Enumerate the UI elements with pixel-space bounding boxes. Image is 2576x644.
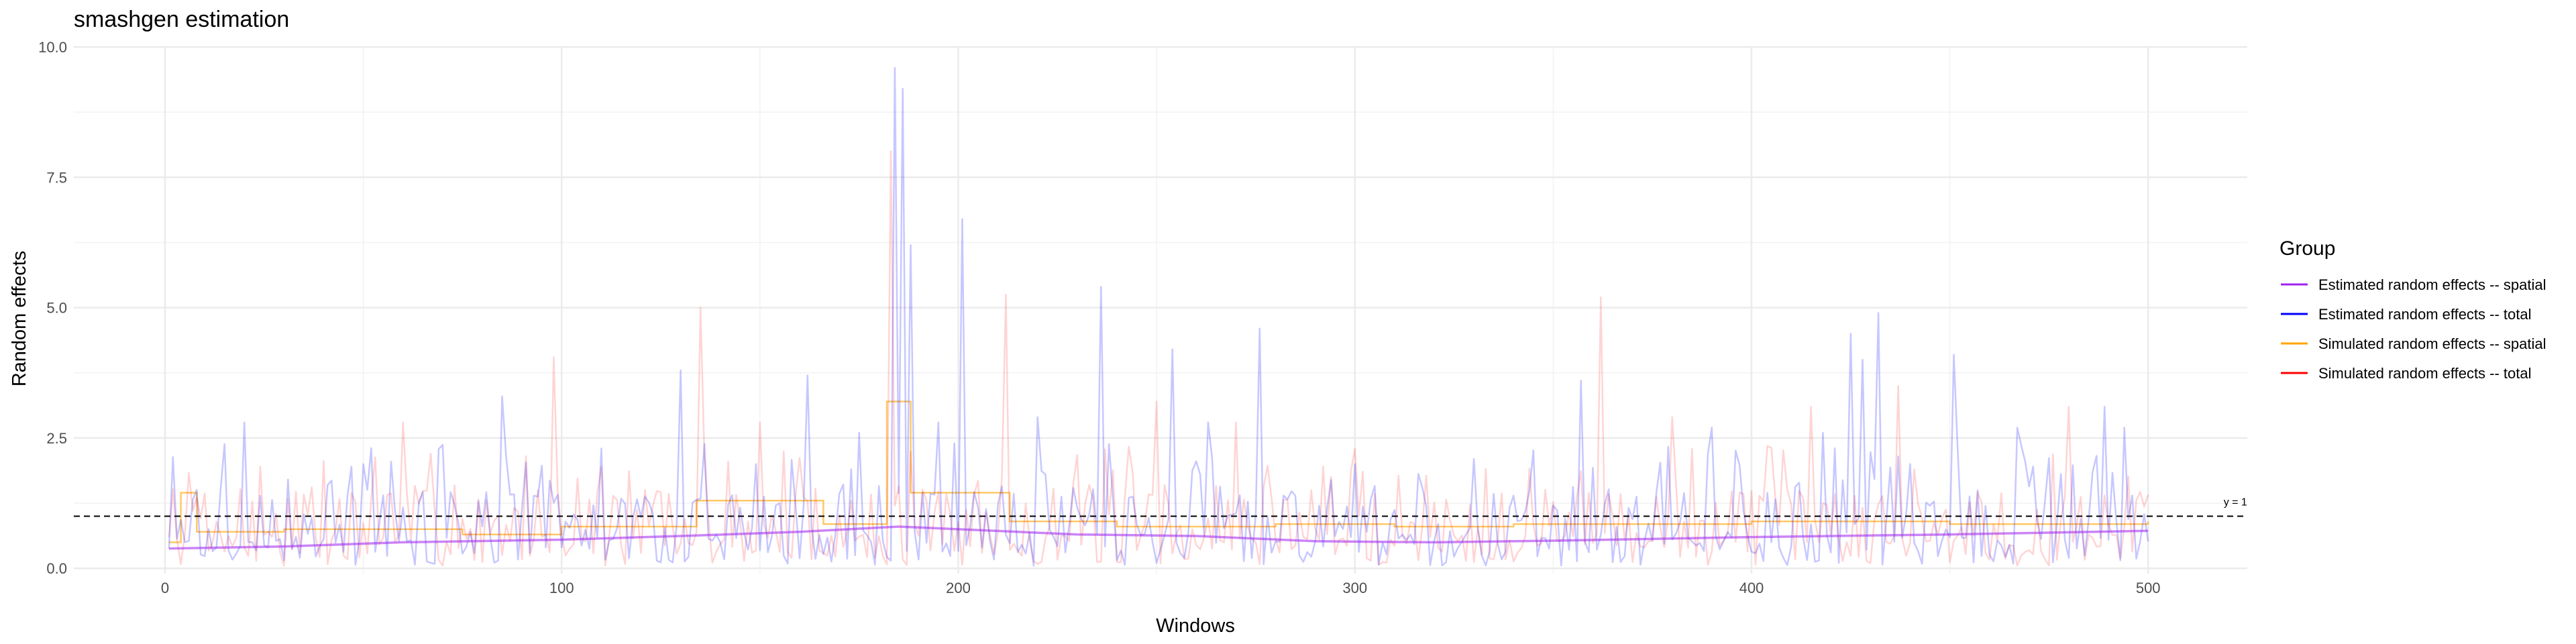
series-line <box>168 400 2149 543</box>
legend: Group Estimated random effects -- spatia… <box>2279 237 2546 382</box>
legend-label: Estimated random effects -- spatial <box>2318 276 2546 293</box>
legend-label: Estimated random effects -- total <box>2318 306 2532 323</box>
y-tick-label: 0.0 <box>46 560 67 577</box>
y-tick-label: 2.5 <box>46 430 67 447</box>
legend-label: Simulated random effects -- total <box>2318 365 2532 382</box>
x-axis-title: Windows <box>1156 615 1235 637</box>
y-tick-label: 7.5 <box>46 169 67 186</box>
reference-line-label: y = 1 <box>2224 497 2247 508</box>
legend-label: Simulated random effects -- spatial <box>2318 335 2546 352</box>
y-axis-title: Random effects <box>9 251 30 387</box>
reference-line-group: y = 1 <box>74 497 2247 517</box>
x-tick-label: 300 <box>1342 580 1367 596</box>
x-tick-label: 400 <box>1739 580 1764 596</box>
x-tick-label: 200 <box>946 580 971 596</box>
series-line <box>168 66 2149 567</box>
x-axis-ticks: 0 100 200 300 400 500 <box>161 580 2161 596</box>
series-group <box>168 66 2149 567</box>
x-tick-label: 500 <box>2136 580 2161 596</box>
series-line <box>168 525 2149 550</box>
y-tick-label: 10.0 <box>38 39 67 56</box>
y-tick-label: 5.0 <box>46 300 67 317</box>
chart-title: smashgen estimation <box>74 7 289 32</box>
series-line <box>168 150 2149 567</box>
y-axis-ticks: 0.0 2.5 5.0 7.5 10.0 <box>38 39 67 577</box>
legend-title: Group <box>2279 237 2335 260</box>
grid <box>74 46 2247 574</box>
x-tick-label: 0 <box>161 580 169 596</box>
x-tick-label: 100 <box>549 580 574 596</box>
